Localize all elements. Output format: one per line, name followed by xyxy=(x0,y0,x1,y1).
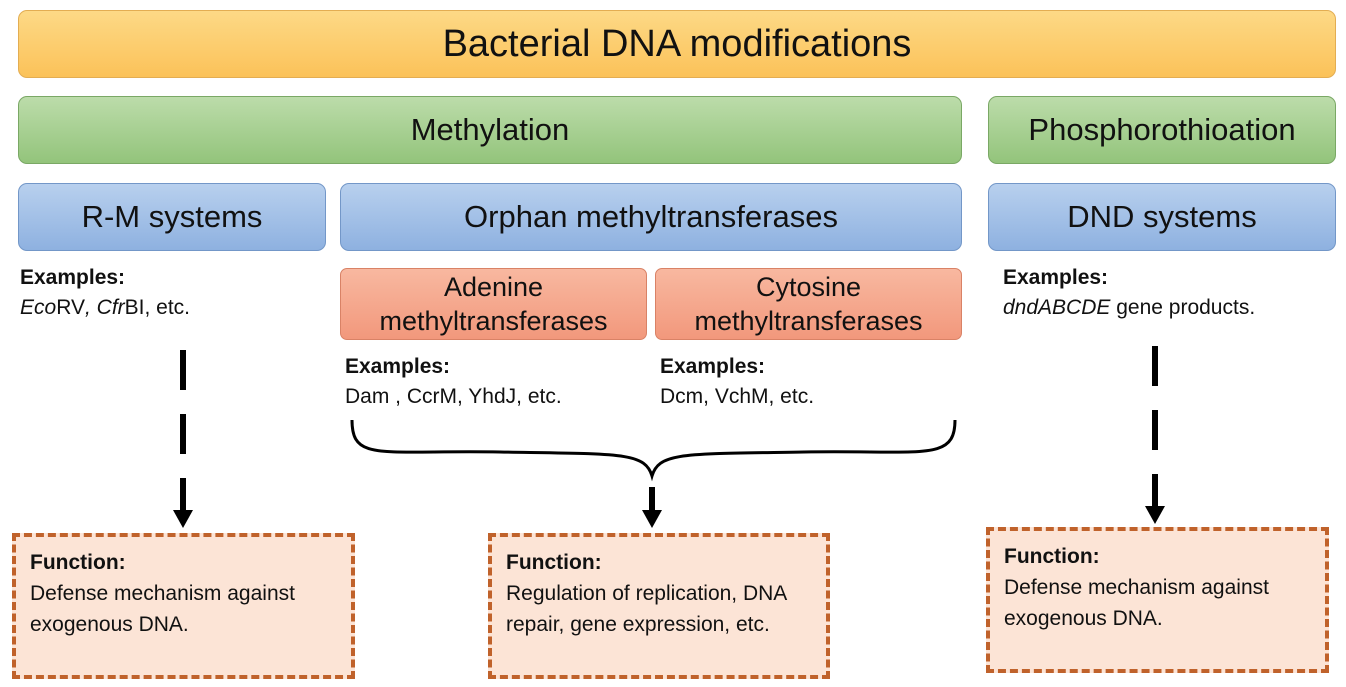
orphan-methyltransferases-label: Orphan methyltransferases xyxy=(464,199,838,234)
dnd-examples: Examples: dndABCDE gene products. xyxy=(1003,263,1255,323)
dnd-function-text: Defense mechanism against exogenous DNA. xyxy=(1004,576,1269,630)
phosphorothioation-label: Phosphorothioation xyxy=(1028,112,1296,147)
dnd-examples-heading: Examples: xyxy=(1003,266,1109,289)
adenine-examples: Examples: Dam , CcrM, YhdJ, etc. xyxy=(345,352,562,412)
rm-example-cfr-rest: BI, etc. xyxy=(124,296,191,319)
methylation-label: Methylation xyxy=(410,112,570,147)
dnd-function-box: Function: Defense mechanism against exog… xyxy=(986,527,1329,673)
rm-example-cfr-italic: Cfr xyxy=(96,296,125,319)
rm-examples: Examples: EcoRV, CfrBI, etc. xyxy=(20,263,190,323)
dnd-arrowhead xyxy=(1145,506,1165,524)
adenine-examples-heading: Examples: xyxy=(345,355,451,378)
orphan-arrowhead xyxy=(642,510,662,528)
rm-systems-label: R-M systems xyxy=(81,199,263,234)
rm-example-eco-italic: Eco xyxy=(20,296,57,319)
cytosine-methyltransferases-label: Cytosine methyltransferases xyxy=(694,272,923,336)
methylation-box: Methylation xyxy=(18,96,962,164)
rm-function-text: Defense mechanism against exogenous DNA. xyxy=(30,582,295,636)
orphan-function-heading: Function: xyxy=(506,551,602,574)
cytosine-methyltransferases-box: Cytosine methyltransferases xyxy=(655,268,962,340)
dnd-example-rest: gene products. xyxy=(1110,296,1256,319)
rm-example-sep: , xyxy=(84,296,97,319)
dnd-function-heading: Function: xyxy=(1004,545,1100,568)
dnd-examples-list: dndABCDE gene products. xyxy=(1003,296,1255,319)
cytosine-examples-heading: Examples: xyxy=(660,355,766,378)
rm-function-box: Function: Defense mechanism against exog… xyxy=(12,533,355,679)
dnd-systems-label: DND systems xyxy=(1067,199,1257,234)
orphan-methyltransferases-box: Orphan methyltransferases xyxy=(340,183,962,251)
orphan-curly-brace xyxy=(350,419,957,482)
adenine-methyltransferases-label: Adenine methyltransferases xyxy=(379,272,608,336)
rm-arrowhead xyxy=(173,510,193,528)
adenine-methyltransferases-box: Adenine methyltransferases xyxy=(340,268,647,340)
rm-examples-heading: Examples: xyxy=(20,266,126,289)
rm-example-eco-rest: RV xyxy=(56,296,85,319)
diagram-title-text: Bacterial DNA modifications xyxy=(442,22,912,65)
phosphorothioation-box: Phosphorothioation xyxy=(988,96,1336,164)
diagram-title: Bacterial DNA modifications xyxy=(18,10,1336,78)
rm-function-heading: Function: xyxy=(30,551,126,574)
orphan-function-text: Regulation of replication, DNA repair, g… xyxy=(506,582,787,636)
cytosine-examples: Examples: Dcm, VchM, etc. xyxy=(660,352,814,412)
dnd-systems-box: DND systems xyxy=(988,183,1336,251)
dnd-example-gene-italic: dndABCDE xyxy=(1003,296,1111,319)
rm-examples-list: EcoRV, CfrBI, etc. xyxy=(20,296,190,319)
rm-systems-box: R-M systems xyxy=(18,183,326,251)
orphan-function-box: Function: Regulation of replication, DNA… xyxy=(488,533,830,679)
cytosine-examples-list: Dcm, VchM, etc. xyxy=(660,385,815,408)
adenine-examples-list: Dam , CcrM, YhdJ, etc. xyxy=(345,385,562,408)
